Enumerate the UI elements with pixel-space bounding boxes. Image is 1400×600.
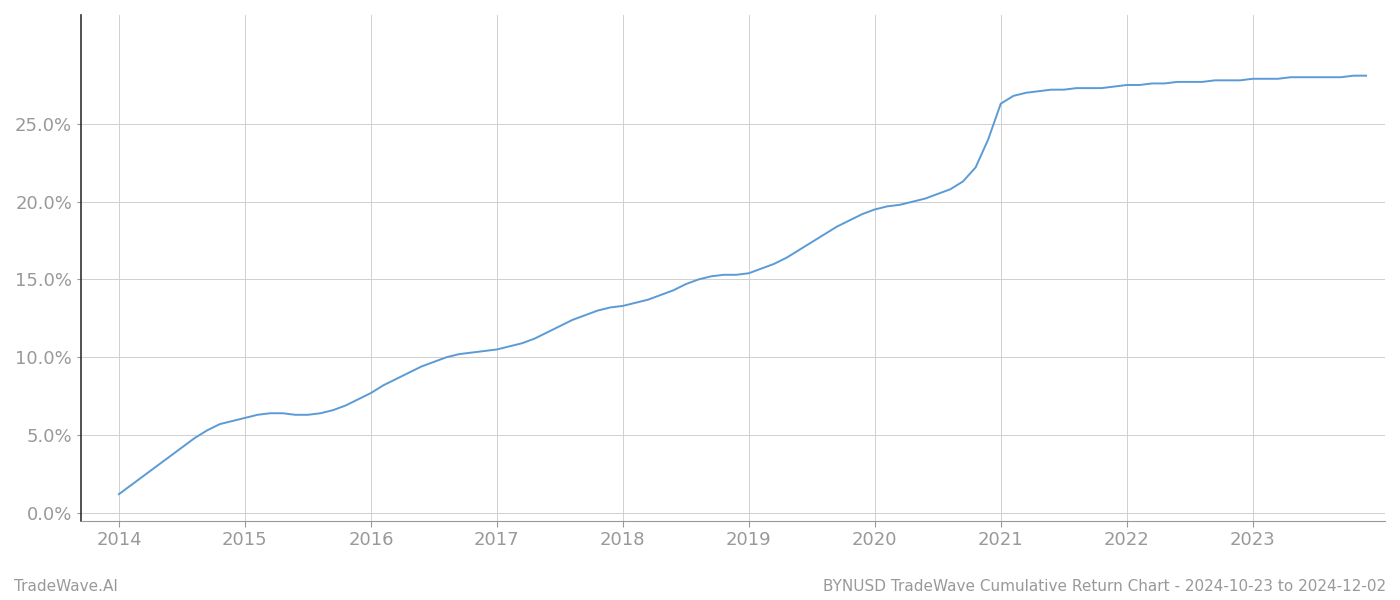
Text: BYNUSD TradeWave Cumulative Return Chart - 2024-10-23 to 2024-12-02: BYNUSD TradeWave Cumulative Return Chart… <box>823 579 1386 594</box>
Text: TradeWave.AI: TradeWave.AI <box>14 579 118 594</box>
